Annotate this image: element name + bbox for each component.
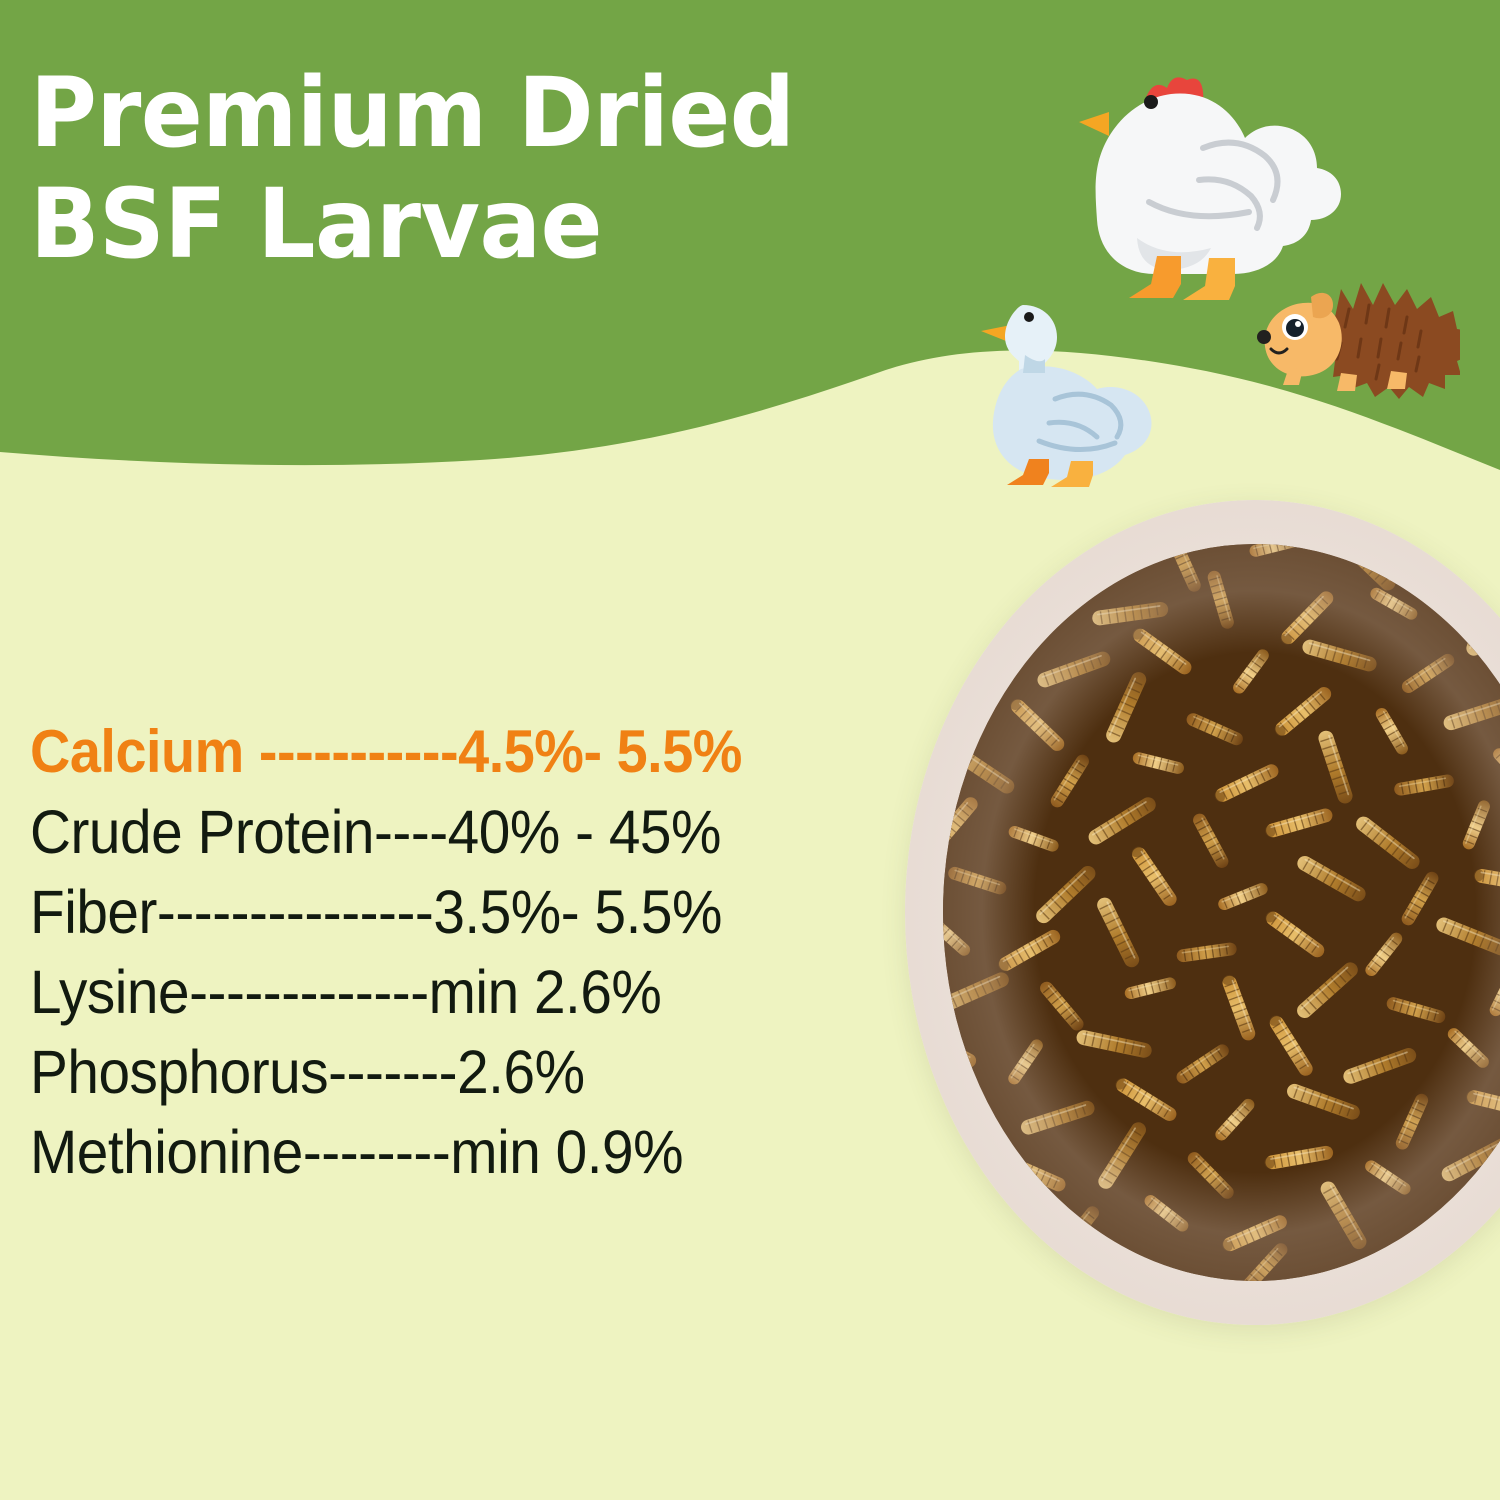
- nutrition-row-calcium: Calcium -----------4.5%- 5.5%: [30, 718, 742, 785]
- nutrition-row-fiber: Fiber---------------3.5%- 5.5%: [30, 878, 722, 946]
- nutrition-row-lysine: Lysine-------------min 2.6%: [30, 958, 662, 1026]
- hedgehog-icon: [1245, 255, 1460, 400]
- nutrition-list: Calcium -----------4.5%- 5.5% Crude Prot…: [30, 712, 910, 1192]
- bowl: [905, 500, 1500, 1325]
- nutrition-row-crude-protein: Crude Protein----40% - 45%: [30, 798, 722, 866]
- nutrition-row-methionine: Methionine--------min 0.9%: [30, 1118, 684, 1186]
- nutrition-row-phosphorus: Phosphorus-------2.6%: [30, 1038, 585, 1106]
- page-title: Premium Dried BSF Larvae: [30, 57, 795, 281]
- larvae-texture: [943, 544, 1500, 1281]
- dried-larvae: [943, 544, 1500, 1281]
- product-photo: [905, 500, 1500, 1325]
- duck-icon: [963, 283, 1163, 488]
